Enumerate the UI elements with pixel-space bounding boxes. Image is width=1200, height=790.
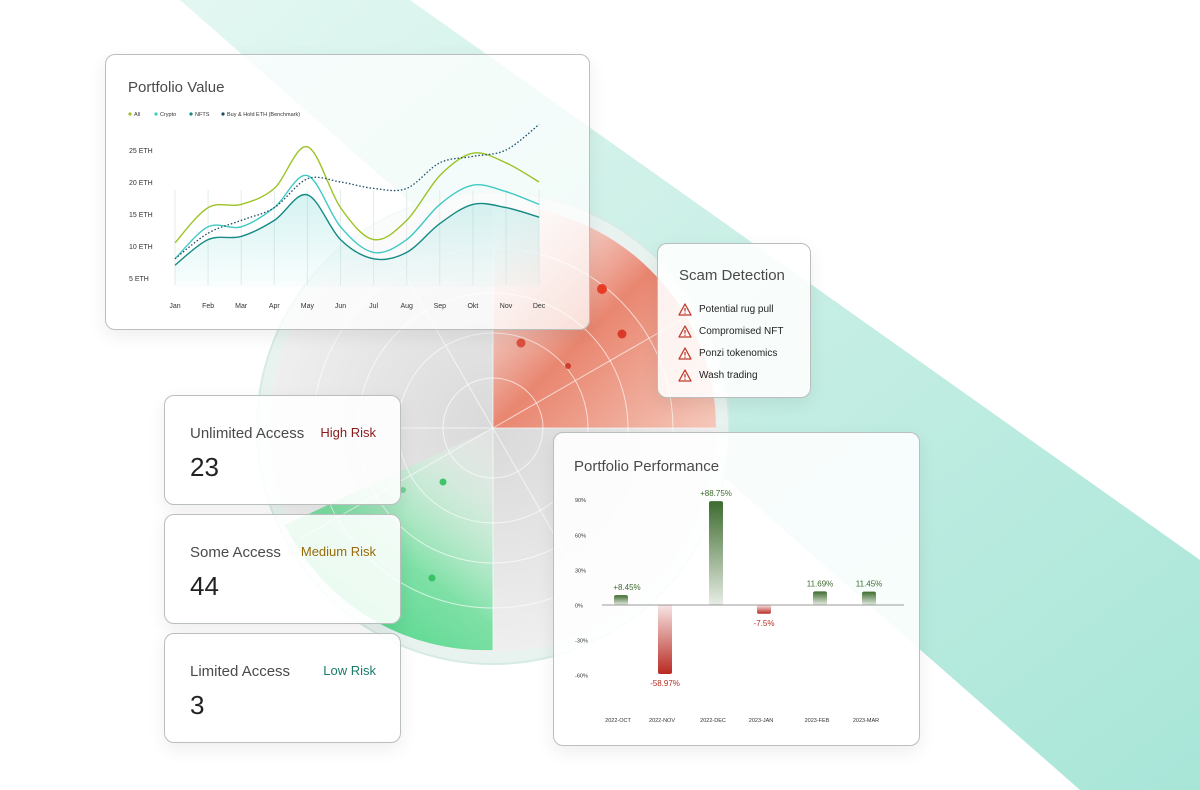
risk-level-badge: High Risk bbox=[320, 425, 376, 440]
x-tick-label: Sep bbox=[434, 303, 447, 310]
portfolio-value-chart: All Crypto NFTS Buy & Hold ETH (Benchmark) … bbox=[128, 112, 546, 310]
access-label: Limited Access bbox=[190, 663, 291, 680]
bar-2023-feb bbox=[813, 591, 827, 605]
risk-card-high: Unlimited Access High Risk 23 bbox=[164, 395, 401, 505]
y-tick-label: -30% bbox=[575, 639, 588, 645]
scam-detection-card: Scam Detection Potential rug pull Compro… bbox=[657, 243, 811, 398]
scam-detection-title: Scam Detection bbox=[679, 267, 785, 284]
legend-label: Buy & Hold ETH (Benchmark) bbox=[227, 112, 300, 118]
warning-icon bbox=[678, 302, 692, 316]
y-tick-label: 15 ETH bbox=[129, 212, 153, 219]
portfolio-performance-title: Portfolio Performance bbox=[574, 458, 720, 475]
x-tick-label: 2022-NOV bbox=[649, 718, 675, 724]
y-tick-label: 10 ETH bbox=[129, 244, 153, 251]
x-tick-label: Jun bbox=[335, 303, 346, 310]
legend-dot bbox=[221, 112, 225, 116]
risk-count: 3 bbox=[190, 690, 205, 720]
risk-count: 44 bbox=[190, 571, 219, 601]
access-label: Some Access bbox=[190, 544, 281, 561]
legend-dot bbox=[154, 112, 158, 116]
scam-list: Potential rug pull Compromised NFT Ponzi… bbox=[678, 298, 783, 386]
warning-icon bbox=[678, 368, 692, 382]
scam-item-label: Ponzi tokenomics bbox=[699, 347, 778, 359]
scam-item-label: Potential rug pull bbox=[699, 303, 774, 315]
bar-2023-mar bbox=[862, 591, 876, 605]
x-tick-label: Mar bbox=[235, 303, 248, 310]
data-label: -7.5% bbox=[754, 619, 775, 628]
portfolio-value-card: All Crypto NFTS Buy & Hold ETH (Benchmark) … bbox=[105, 54, 590, 330]
bar-2022-oct bbox=[614, 595, 628, 605]
x-tick-label: Okt bbox=[467, 303, 478, 310]
series-line-1 bbox=[174, 174, 540, 260]
x-tick-label: 2023-MAR bbox=[853, 718, 879, 724]
y-tick-label: 20 ETH bbox=[129, 180, 153, 187]
nfts-area bbox=[175, 194, 540, 287]
y-tick-label: 30% bbox=[575, 568, 586, 574]
x-tick-label: Aug bbox=[400, 303, 413, 310]
x-tick-label: Jan bbox=[169, 303, 180, 310]
portfolio-performance-chart: 90% 60% 30% 0% -30% -60% +8.45% -58.97% +88.75%… bbox=[575, 489, 904, 724]
y-tick-label: 90% bbox=[575, 498, 586, 504]
scam-item-ponzi: Ponzi tokenomics bbox=[678, 342, 783, 364]
scam-item-label: Compromised NFT bbox=[699, 325, 784, 337]
x-tick-label: 2022-OCT bbox=[605, 718, 631, 724]
data-label: +88.75% bbox=[700, 489, 732, 498]
series-line-2 bbox=[174, 193, 540, 266]
warning-icon bbox=[678, 346, 692, 360]
bar-2023-jan bbox=[757, 605, 771, 614]
x-tick-label: Feb bbox=[202, 303, 214, 310]
x-tick-label: Jul bbox=[369, 303, 378, 310]
scam-item-wash-trading: Wash trading bbox=[678, 364, 783, 386]
y-tick-label: 60% bbox=[575, 533, 586, 539]
legend-label: NFTS bbox=[195, 112, 210, 118]
series-line-0 bbox=[174, 146, 540, 244]
x-tick-label: 2023-FEB bbox=[805, 718, 830, 724]
x-tick-label: 2023-JAN bbox=[749, 718, 773, 724]
radar-blips bbox=[400, 284, 627, 582]
legend-dot bbox=[128, 112, 132, 116]
data-label: 11.69% bbox=[807, 579, 834, 588]
y-tick-label: 25 ETH bbox=[129, 148, 153, 155]
scam-item-compromised-nft: Compromised NFT bbox=[678, 320, 783, 342]
legend-label: All bbox=[134, 112, 140, 118]
data-label: +8.45% bbox=[613, 583, 640, 592]
bar-2022-nov bbox=[658, 605, 672, 674]
legend-label: Crypto bbox=[160, 112, 176, 118]
scam-item-rug-pull: Potential rug pull bbox=[678, 298, 783, 320]
scam-item-label: Wash trading bbox=[699, 369, 758, 381]
series-line-3 bbox=[174, 123, 540, 260]
x-tick-label: May bbox=[301, 303, 315, 310]
y-tick-label: 0% bbox=[575, 604, 583, 610]
warning-icon bbox=[678, 324, 692, 338]
y-tick-label: -60% bbox=[575, 674, 588, 680]
data-label: 11.45% bbox=[856, 580, 883, 589]
y-tick-label: 5 ETH bbox=[129, 276, 149, 283]
x-tick-label: Nov bbox=[500, 303, 513, 310]
data-label: -58.97% bbox=[650, 679, 680, 688]
risk-level-badge: Medium Risk bbox=[300, 544, 376, 559]
risk-count: 23 bbox=[190, 452, 219, 482]
x-tick-label: Dec bbox=[533, 303, 546, 310]
x-tick-label: Apr bbox=[269, 303, 281, 310]
access-label: Unlimited Access bbox=[190, 425, 305, 442]
bar-2022-dec bbox=[709, 501, 723, 605]
risk-card-low: Limited Access Low Risk 3 bbox=[164, 633, 401, 743]
portfolio-value-title: Portfolio Value bbox=[128, 79, 225, 96]
risk-card-medium: Some Access Medium Risk 44 bbox=[164, 514, 401, 624]
risk-level-badge: Low Risk bbox=[323, 663, 376, 678]
legend-dot bbox=[189, 112, 193, 116]
portfolio-performance-card: Portfolio Performance 90% 60% 30% 0% -30% -60… bbox=[553, 432, 920, 746]
x-tick-label: 2022-DEC bbox=[700, 718, 726, 724]
